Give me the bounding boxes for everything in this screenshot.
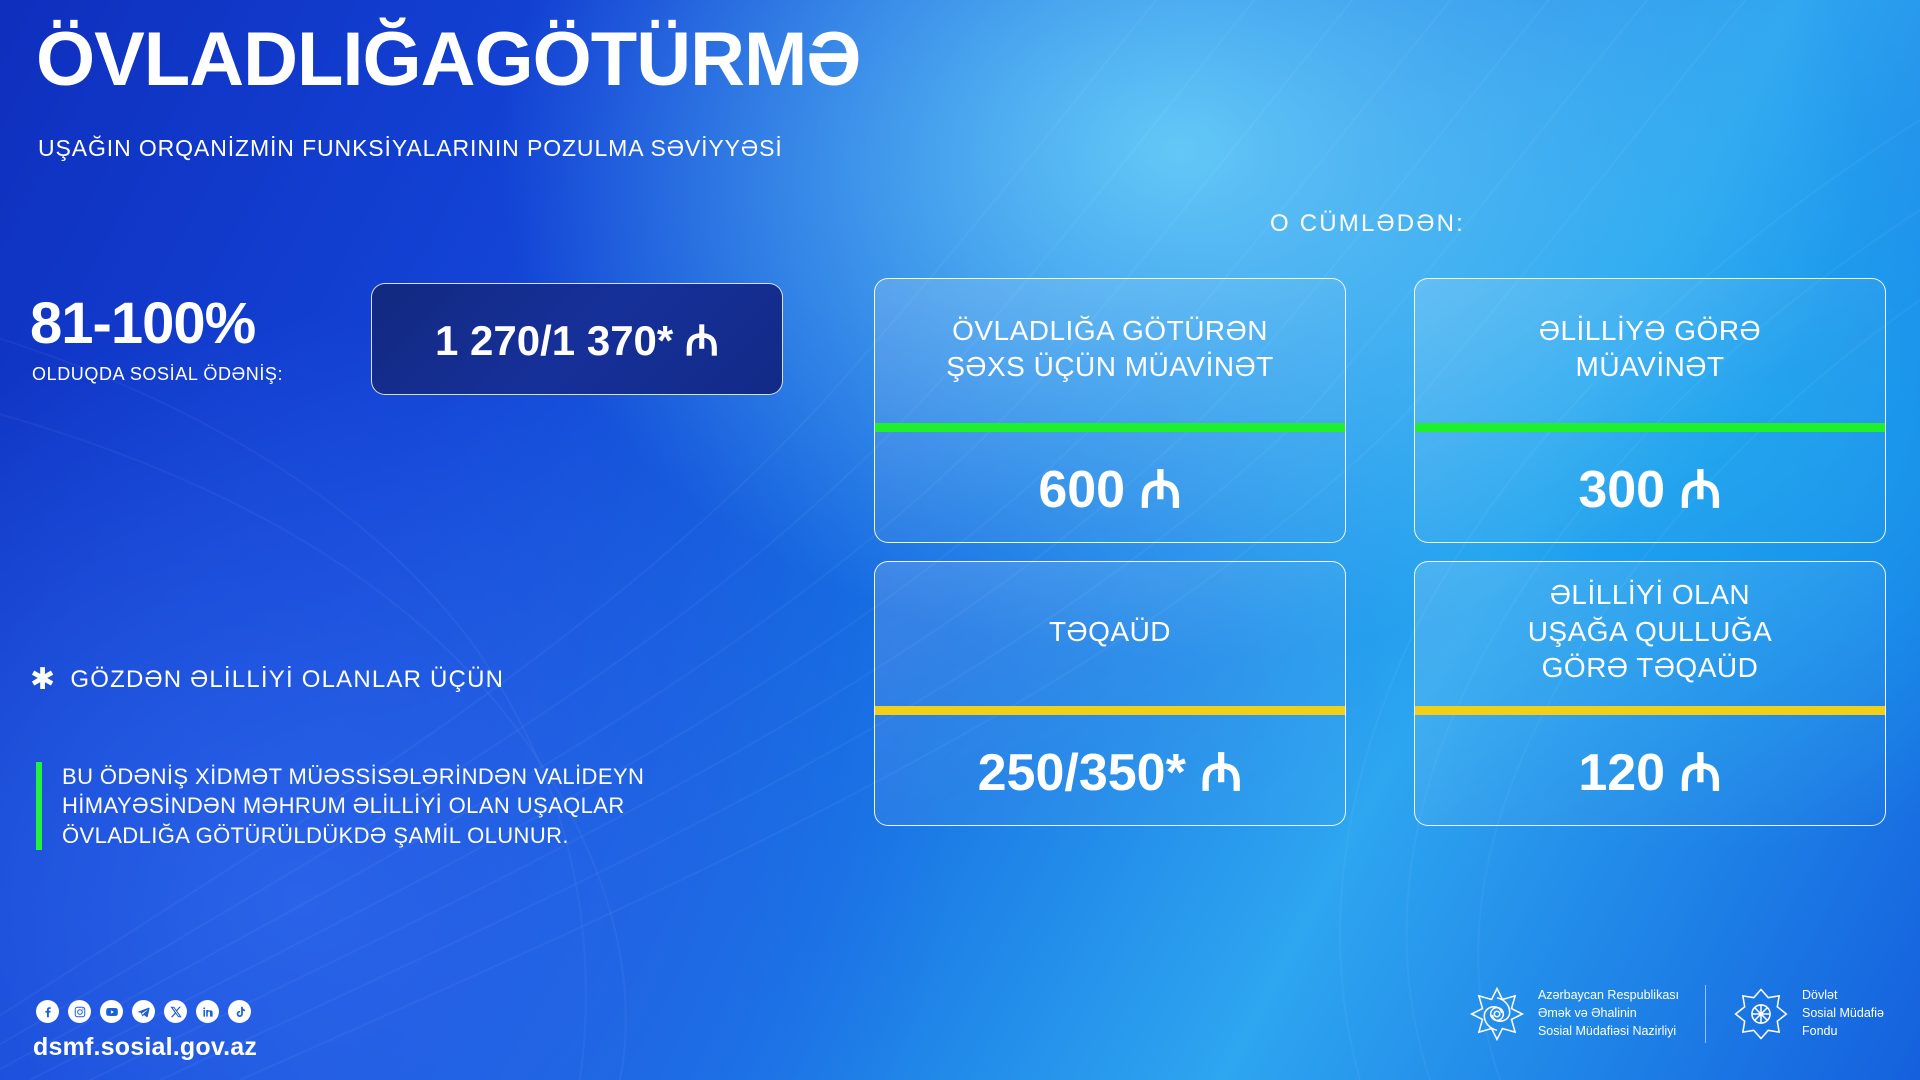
card-value: 250/350* ₼: [977, 743, 1243, 802]
footnote-row: ✱ GÖZDƏN ƏLİLLİYİ OLANLAR ÜÇÜN: [30, 665, 504, 695]
card-divider-rule: [1415, 706, 1885, 715]
card-header: ÖVLADLIĞA GÖTÜRƏN ŞƏXS ÜÇÜN MÜAVİNƏT: [875, 279, 1345, 423]
note-line: HİMAYƏSİNDƏN MƏHRUM ƏLİLLİYİ OLAN UŞAQLA…: [62, 793, 625, 819]
website-url[interactable]: dsmf.sosial.gov.az: [33, 1033, 258, 1061]
card-value: 120 ₼: [1578, 743, 1722, 802]
logo-text-line: Fondu: [1802, 1023, 1838, 1038]
card-title-line: ÖVLADLIĞA GÖTÜRƏN: [952, 314, 1268, 346]
card-header: ƏLİLLİYİ OLAN UŞAĞA QULLUĞA GÖRƏ TƏQAÜD: [1415, 562, 1885, 706]
logo-text-line: Əmək və Əhalinin: [1537, 1006, 1637, 1021]
card-title: ƏLİLLİYƏ GÖRƏ MÜAVİNƏT: [1539, 313, 1761, 386]
card-header: TƏQAÜD: [875, 562, 1345, 706]
benefit-cards-grid: ÖVLADLIĞA GÖTÜRƏN ŞƏXS ÜÇÜN MÜAVİNƏT 600…: [874, 278, 1886, 826]
note-line: ÖVLADLIĞA GÖTÜRÜLDÜKDƏ ŞAMİL OLUNUR.: [62, 822, 569, 848]
fund-logo: Dövlət Sosial Müdafiə Fondu: [1732, 985, 1884, 1043]
logo-text-line: Sosial Müdafiə: [1802, 1006, 1884, 1021]
benefit-card-care-pension: ƏLİLLİYİ OLAN UŞAĞA QULLUĞA GÖRƏ TƏQAÜD …: [1414, 561, 1886, 826]
card-value: 300 ₼: [1578, 460, 1722, 519]
tiktok-icon[interactable]: [228, 1000, 251, 1023]
benefit-card-pension: TƏQAÜD 250/350* ₼: [874, 561, 1346, 826]
card-divider-rule: [875, 706, 1345, 715]
fund-emblem-icon: [1732, 985, 1790, 1043]
card-title-line: ŞƏXS ÜÇÜN MÜAVİNƏT: [946, 351, 1274, 382]
social-links[interactable]: [36, 1000, 251, 1023]
fund-logo-text: Dövlət Sosial Müdafiə Fondu: [1802, 987, 1884, 1040]
logo-text-line: Dövlət: [1802, 988, 1838, 1003]
card-title-line: GÖRƏ TƏQAÜD: [1541, 652, 1759, 684]
disability-percent-range: 81-100%: [30, 291, 256, 356]
facebook-icon[interactable]: [36, 1000, 59, 1023]
card-value: 600 ₼: [1038, 460, 1182, 519]
logo-text-line: Sosial Müdafiəsi Nazirliyi: [1537, 1023, 1677, 1038]
logo-text-line: Azərbaycan Respublikası: [1537, 988, 1679, 1003]
disability-percent-caption: OLDUQDA SOSİAL ÖDƏNİŞ:: [32, 364, 284, 384]
x-twitter-icon[interactable]: [164, 1000, 187, 1023]
card-title-line: TƏQAÜD: [1048, 615, 1172, 647]
card-title: ÖVLADLIĞA GÖTÜRƏN ŞƏXS ÜÇÜN MÜAVİNƏT: [946, 313, 1274, 386]
card-title-line: MÜAVİNƏT: [1575, 351, 1725, 382]
footnote-text: GÖZDƏN ƏLİLLİYİ OLANLAR ÜÇÜN: [70, 666, 505, 693]
card-title-line: ƏLİLLİYƏ GÖRƏ: [1538, 314, 1762, 346]
card-header: ƏLİLLİYƏ GÖRƏ MÜAVİNƏT: [1415, 279, 1885, 423]
card-title-line: ƏLİLLİYİ OLAN: [1549, 579, 1751, 611]
card-title: TƏQAÜD: [1049, 614, 1171, 650]
note-line: BU ÖDƏNİŞ XİDMƏT MÜƏSSİSƏLƏRİNDƏN VALİDE…: [62, 764, 645, 789]
benefit-card-adopter-allowance: ÖVLADLIĞA GÖTÜRƏN ŞƏXS ÜÇÜN MÜAVİNƏT 600…: [874, 278, 1346, 543]
card-title-line: UŞAĞA QULLUĞA: [1527, 615, 1773, 647]
instagram-icon[interactable]: [68, 1000, 91, 1023]
page-subtitle: UŞAĞIN ORQANİZMİN FUNKSİYALARININ POZULM…: [38, 135, 783, 161]
linkedin-icon[interactable]: [196, 1000, 219, 1023]
footer-logos: Azərbaycan Respublikası Əmək və Əhalinin…: [1468, 985, 1884, 1043]
card-divider-rule: [875, 423, 1345, 432]
card-title: ƏLİLLİYİ OLAN UŞAĞA QULLUĞA GÖRƏ TƏQAÜD: [1528, 577, 1773, 686]
social-payment-amount-box: 1 270/1 370* ₼: [371, 283, 783, 395]
note-block: BU ÖDƏNİŞ XİDMƏT MÜƏSSİSƏLƏRİNDƏN VALİDE…: [36, 762, 644, 850]
page-title: ÖVLADLIĞAGÖTÜRMƏ: [36, 17, 861, 102]
ministry-emblem-icon: [1468, 985, 1526, 1043]
ministry-logo-text: Azərbaycan Respublikası Əmək və Əhalinin…: [1538, 987, 1679, 1040]
card-divider-rule: [1415, 423, 1885, 432]
youtube-icon[interactable]: [100, 1000, 123, 1023]
asterisk-icon: ✱: [30, 663, 57, 696]
benefit-card-disability-allowance: ƏLİLLİYƏ GÖRƏ MÜAVİNƏT 300 ₼: [1414, 278, 1886, 543]
ministry-logo: Azərbaycan Respublikası Əmək və Əhalinin…: [1468, 985, 1679, 1043]
footer-divider: [1705, 985, 1706, 1043]
section-label-included: O CÜMLƏDƏN:: [1270, 210, 1465, 237]
social-payment-amount: 1 270/1 370* ₼: [435, 316, 719, 364]
telegram-icon[interactable]: [132, 1000, 155, 1023]
